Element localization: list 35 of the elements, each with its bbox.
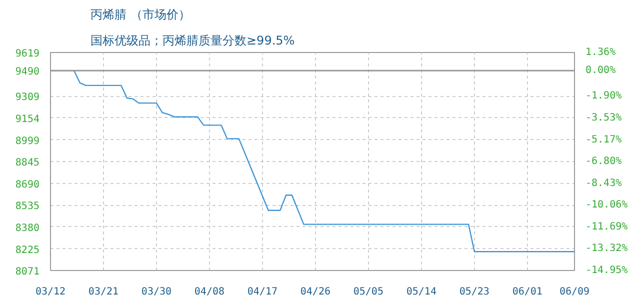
y2-tick-label: -3.53% [586, 112, 622, 124]
y-tick-label: 8535 [15, 201, 40, 212]
y2-tick-label: -10.06% [586, 200, 628, 211]
y-tick-label: 8225 [15, 244, 40, 256]
y-tick-label: 8690 [15, 179, 40, 190]
x-tick-label: 03/21 [88, 286, 119, 298]
chart-subtitle: 国标优级品；丙烯腈质量分数≥99.5% [90, 34, 295, 48]
y-tick-label: 9619 [15, 48, 40, 60]
y2-tick-label: 0.00% [586, 65, 616, 76]
y2-tick-label: -13.32% [586, 243, 628, 254]
x-tick-label: 03/30 [141, 286, 172, 298]
x-tick-label: 04/17 [247, 286, 278, 298]
y-tick-label: 8071 [15, 266, 40, 278]
y-tick-label: 8380 [15, 222, 40, 234]
x-tick-label: 04/08 [194, 286, 225, 298]
y2-tick-label: -8.43% [586, 178, 622, 189]
x-tick-label: 05/05 [353, 286, 384, 298]
y2-tick-label: -11.69% [586, 221, 628, 232]
y-tick-label: 9154 [15, 114, 40, 125]
x-tick-label: 03/12 [35, 286, 66, 298]
x-tick-label: 06/09 [559, 286, 590, 298]
y-tick-label: 8845 [15, 158, 40, 168]
y-tick-label: 8999 [15, 136, 40, 147]
y2-tick-label: 1.36% [586, 47, 616, 58]
x-tick-label: 06/01 [512, 286, 542, 298]
y-tick-label: 9309 [15, 92, 40, 104]
y2-tick-label: -5.17% [586, 134, 622, 146]
y2-tick-label: -14.95% [586, 265, 628, 276]
x-tick-label: 05/14 [406, 286, 436, 298]
x-tick-label: 05/23 [459, 286, 490, 298]
x-tick-label: 04/26 [300, 286, 330, 298]
chart-title: 丙烯腈 （市场价） [90, 8, 190, 22]
y2-tick-label: -1.90% [586, 90, 622, 102]
y2-tick-label: -6.80% [586, 156, 622, 168]
y-tick-label: 9490 [15, 66, 40, 78]
